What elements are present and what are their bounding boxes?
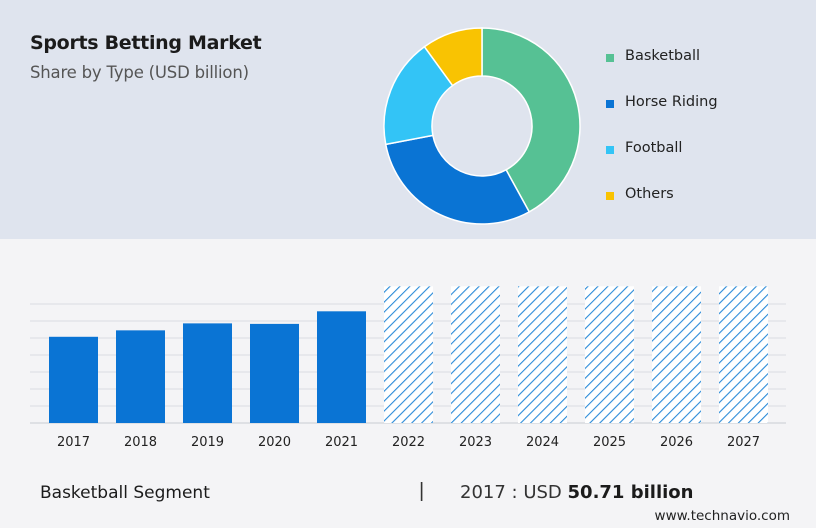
- x-tick-label: 2020: [258, 435, 291, 450]
- legend-swatch: [606, 146, 614, 154]
- x-tick-label: 2017: [57, 435, 90, 450]
- x-tick-label: 2025: [593, 435, 626, 450]
- legend-label: Horse Riding: [625, 94, 718, 110]
- forecast-bar-2027: [719, 286, 768, 423]
- donut-slice-basketball: [481, 27, 581, 213]
- footer-value: 50.71 billion: [567, 482, 694, 503]
- legend-label: Football: [625, 140, 683, 156]
- donut-slice-horse-riding: [384, 134, 531, 225]
- donut-slice-others: [423, 27, 483, 87]
- legend-swatch: [606, 54, 614, 62]
- bar-2020: [250, 323, 299, 423]
- x-tick-label: 2018: [124, 435, 157, 450]
- x-tick-label: 2021: [325, 435, 358, 450]
- legend-label: Others: [625, 186, 674, 202]
- legend-label: Basketball: [625, 48, 701, 64]
- x-tick-label: 2023: [459, 435, 492, 450]
- footer-segment: Basketball Segment: [40, 483, 210, 503]
- footer-separator: |: [419, 480, 425, 502]
- x-tick-label: 2026: [660, 435, 693, 450]
- footer-stat: 2017 : USD 50.71 billion: [460, 482, 693, 503]
- forecast-bar-2023: [451, 286, 500, 423]
- bar-2017: [49, 336, 98, 423]
- x-tick-label: 2022: [392, 435, 425, 450]
- legend-swatch: [606, 192, 614, 200]
- bar-2019: [183, 323, 232, 423]
- x-tick-label: 2027: [727, 435, 760, 450]
- donut-chart: [383, 27, 581, 225]
- bar-2018: [116, 330, 165, 423]
- forecast-bar-2026: [652, 286, 701, 423]
- legend-swatch: [606, 100, 614, 108]
- forecast-bar-2025: [585, 286, 634, 423]
- bar-2021: [317, 311, 366, 423]
- forecast-bar-2024: [518, 286, 567, 423]
- site-url[interactable]: www.technavio.com: [654, 508, 790, 524]
- chart-title: Sports Betting Market: [30, 32, 262, 54]
- chart-subtitle: Share by Type (USD billion): [30, 63, 249, 82]
- x-tick-label: 2024: [526, 435, 559, 450]
- forecast-bar-2022: [384, 286, 433, 423]
- bar-chart: 2017 2018 2019 2020 2021 2022 2023 2024 2025 2026…: [30, 286, 786, 450]
- footer-year-prefix: 2017 : USD: [460, 482, 562, 503]
- x-tick-label: 2019: [191, 435, 224, 450]
